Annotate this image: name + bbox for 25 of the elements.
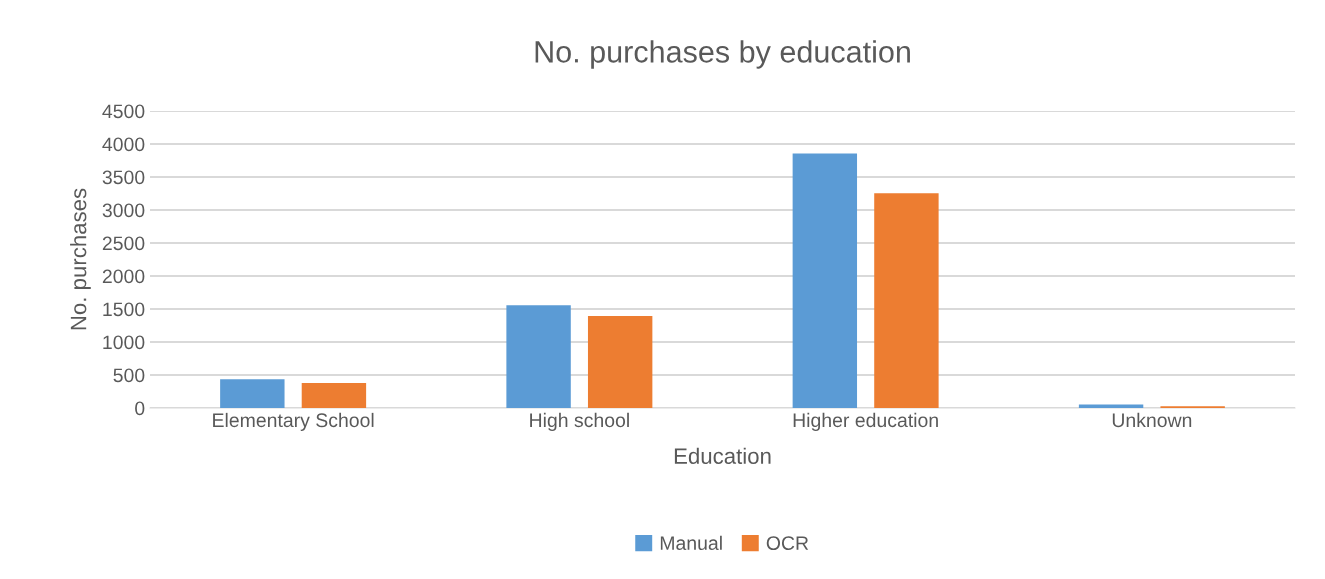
x-tick-label: Unknown (1112, 412, 1192, 428)
y-tick-label: 3500 (102, 170, 145, 185)
x-axis-title: Education (674, 447, 771, 464)
y-tick-label: 1500 (103, 302, 145, 317)
bar (506, 305, 571, 408)
legend-label: Manual (660, 535, 722, 551)
bar (301, 382, 367, 408)
x-tick-label: Higher education (793, 412, 938, 431)
y-tick-label: 1000 (103, 335, 145, 350)
y-tick-label: 2000 (102, 269, 145, 284)
bar (874, 193, 939, 408)
x-tick-label: Elementary School (213, 412, 374, 431)
chart-title: No. purchases by education (535, 40, 910, 69)
y-tick-label: 4000 (102, 137, 145, 152)
x-tick-label: High school (530, 412, 629, 431)
y-tick-label: 3000 (102, 203, 145, 218)
bar (220, 379, 285, 408)
y-tick-label: 500 (113, 368, 145, 383)
legend-label: OCR (766, 536, 809, 551)
bar (792, 153, 858, 408)
y-tick-label: 2500 (102, 236, 145, 251)
y-tick-label: 0 (135, 401, 145, 416)
y-axis-title: No. purchases (70, 188, 91, 330)
bar (587, 315, 653, 408)
y-tick-label: 4500 (102, 104, 145, 119)
